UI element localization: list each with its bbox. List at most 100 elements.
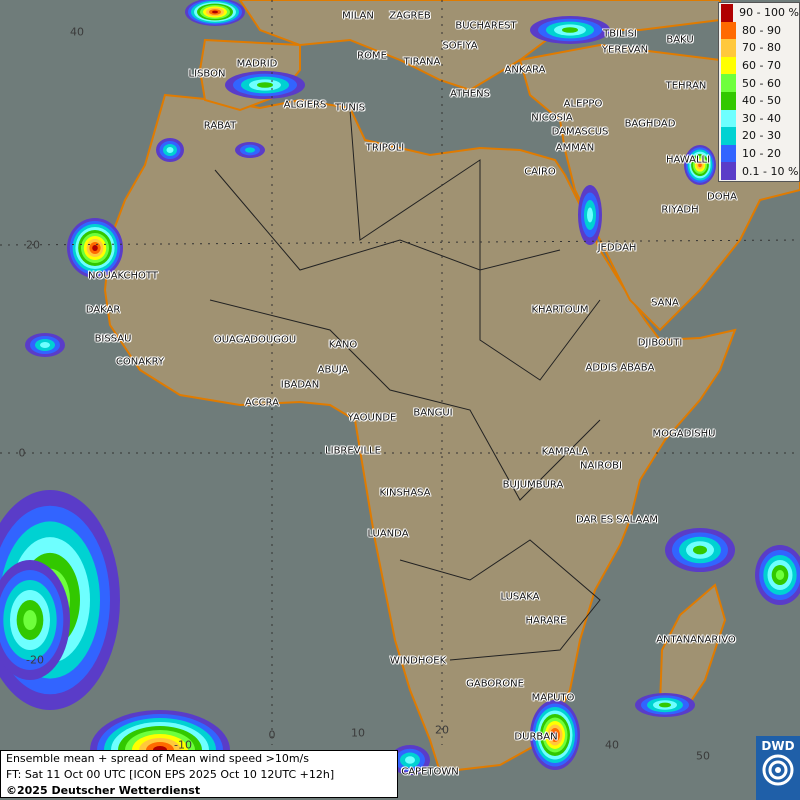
wind-probability-contour [23,610,37,630]
city-label: HARARE [525,615,567,627]
city-label: ZAGREB [389,10,431,22]
legend-swatch [721,4,734,22]
city-label: SANA [651,297,679,309]
legend-swatch [721,56,736,75]
city-label: ALEPPO [563,98,603,110]
legend-label: 50 - 60 [742,76,781,90]
wind-probability-contour [405,756,415,764]
legend-item: 60 - 70 [719,56,799,75]
lat-tick: 0 [18,446,26,460]
city-label: HAWALLI [665,154,711,166]
legend-label: 30 - 40 [742,111,781,125]
legend-label: 60 - 70 [742,59,781,73]
city-label: NOUAKCHOTT [88,270,158,282]
legend-label: 90 - 100 % [739,6,799,20]
city-label: ATHENS [450,88,490,100]
city-label: BAGHDAD [624,118,676,130]
legend-swatch [721,109,736,128]
wind-probability-contour [40,342,50,348]
legend-item: 70 - 80 [719,39,799,57]
city-label: KINSHASA [379,487,431,499]
city-label: RIYADH [661,204,699,216]
lon-tick: 50 [696,749,710,763]
legend-item: 0.1 - 10 % [719,162,799,180]
city-label: BISSAU [94,333,132,345]
legend: 90 - 100 % 80 - 90 70 - 80 60 - 70 50 - 60 40… [718,2,800,182]
city-label: DAKAR [85,304,121,316]
wind-probability-contour [212,10,218,14]
city-label: ANKARA [504,64,546,76]
lat-tick: 20 [26,238,40,252]
graticule [0,0,800,745]
city-label: DOHA [707,191,737,203]
city-label: YEREVAN [601,44,649,56]
city-label: CAIRO [524,166,556,178]
legend-item: 30 - 40 [719,109,799,128]
legend-swatch [721,162,736,180]
city-label: LIBREVILLE [325,445,381,457]
city-label: MILAN [342,10,374,22]
city-label: ANTANANARIVO [656,634,736,646]
city-label: TIRANA [403,56,441,68]
city-label: NICOSIA [531,112,573,124]
legend-swatch [721,91,736,110]
city-label: ACCRA [244,397,280,409]
city-label: GABORONE [466,678,524,690]
wind-probability-contour [693,545,707,555]
city-label: MADRID [236,58,278,70]
legend-swatch [721,74,736,92]
wind-probability-contour [659,702,671,708]
wind-probability-contour [92,245,98,251]
legend-label: 70 - 80 [742,41,781,55]
city-label: BANGUI [413,407,453,419]
legend-label: 10 - 20 [742,147,781,161]
city-label: DURBAN [514,731,558,743]
caption-copyright: ©2025 Deutscher Wetterdienst [6,784,201,797]
city-label: ALGIERS [283,99,327,111]
city-label: TUNIS [334,102,366,114]
wind-probability-contour [257,82,273,88]
africa-land [103,93,737,774]
city-label: ADDIS ABABA [585,362,655,374]
lon-tick: -10 [174,738,192,752]
city-label: BUCHAREST [455,20,517,32]
borders [209,109,601,661]
legend-item: 20 - 30 [719,127,799,145]
wind-probability-contour [552,731,558,739]
city-label: BAKU [666,34,694,46]
legend-swatch [721,21,736,40]
city-label: TBILISI [603,28,637,40]
land [103,0,800,774]
city-label: OUAGADOUGOU [213,334,297,346]
lon-tick: 10 [351,726,365,740]
lon-tick: 20 [435,723,449,737]
city-label: DAMASCUS [551,126,609,138]
city-label: ABUJA [317,364,349,376]
swirl-icon [762,754,794,786]
legend-label: 80 - 90 [742,23,781,37]
city-label: TEHRAN [665,80,707,92]
legend-item: 80 - 90 [719,21,799,40]
legend-swatch [721,127,736,145]
caption-forecast-time: FT: Sat 11 Oct 00 UTC [ICON EPS 2025 Oct… [6,768,335,781]
city-label: KANO [328,339,358,351]
wind-probability-contour [775,570,785,580]
wind-probability-contour [698,162,702,168]
wind-probability-contour [245,147,255,153]
dwd-logo-text: DWD [761,739,795,753]
city-label: CAPETOWN [401,766,459,778]
caption-box: Ensemble mean + spread of Mean wind spee… [0,750,398,798]
legend-swatch [721,144,736,163]
city-label: DJIBOUTI [637,337,683,349]
dwd-logo: DWD [756,736,800,800]
lon-tick: 0 [268,728,276,742]
legend-label: 20 - 30 [742,129,781,143]
city-label: NAIROBI [580,460,622,472]
city-label: RABAT [203,120,237,132]
city-label: YAOUNDE [347,412,397,424]
city-label: CONAKRY [115,356,165,368]
city-label: WINDHOEK [389,655,447,667]
caption-title: Ensemble mean + spread of Mean wind spee… [6,752,309,765]
